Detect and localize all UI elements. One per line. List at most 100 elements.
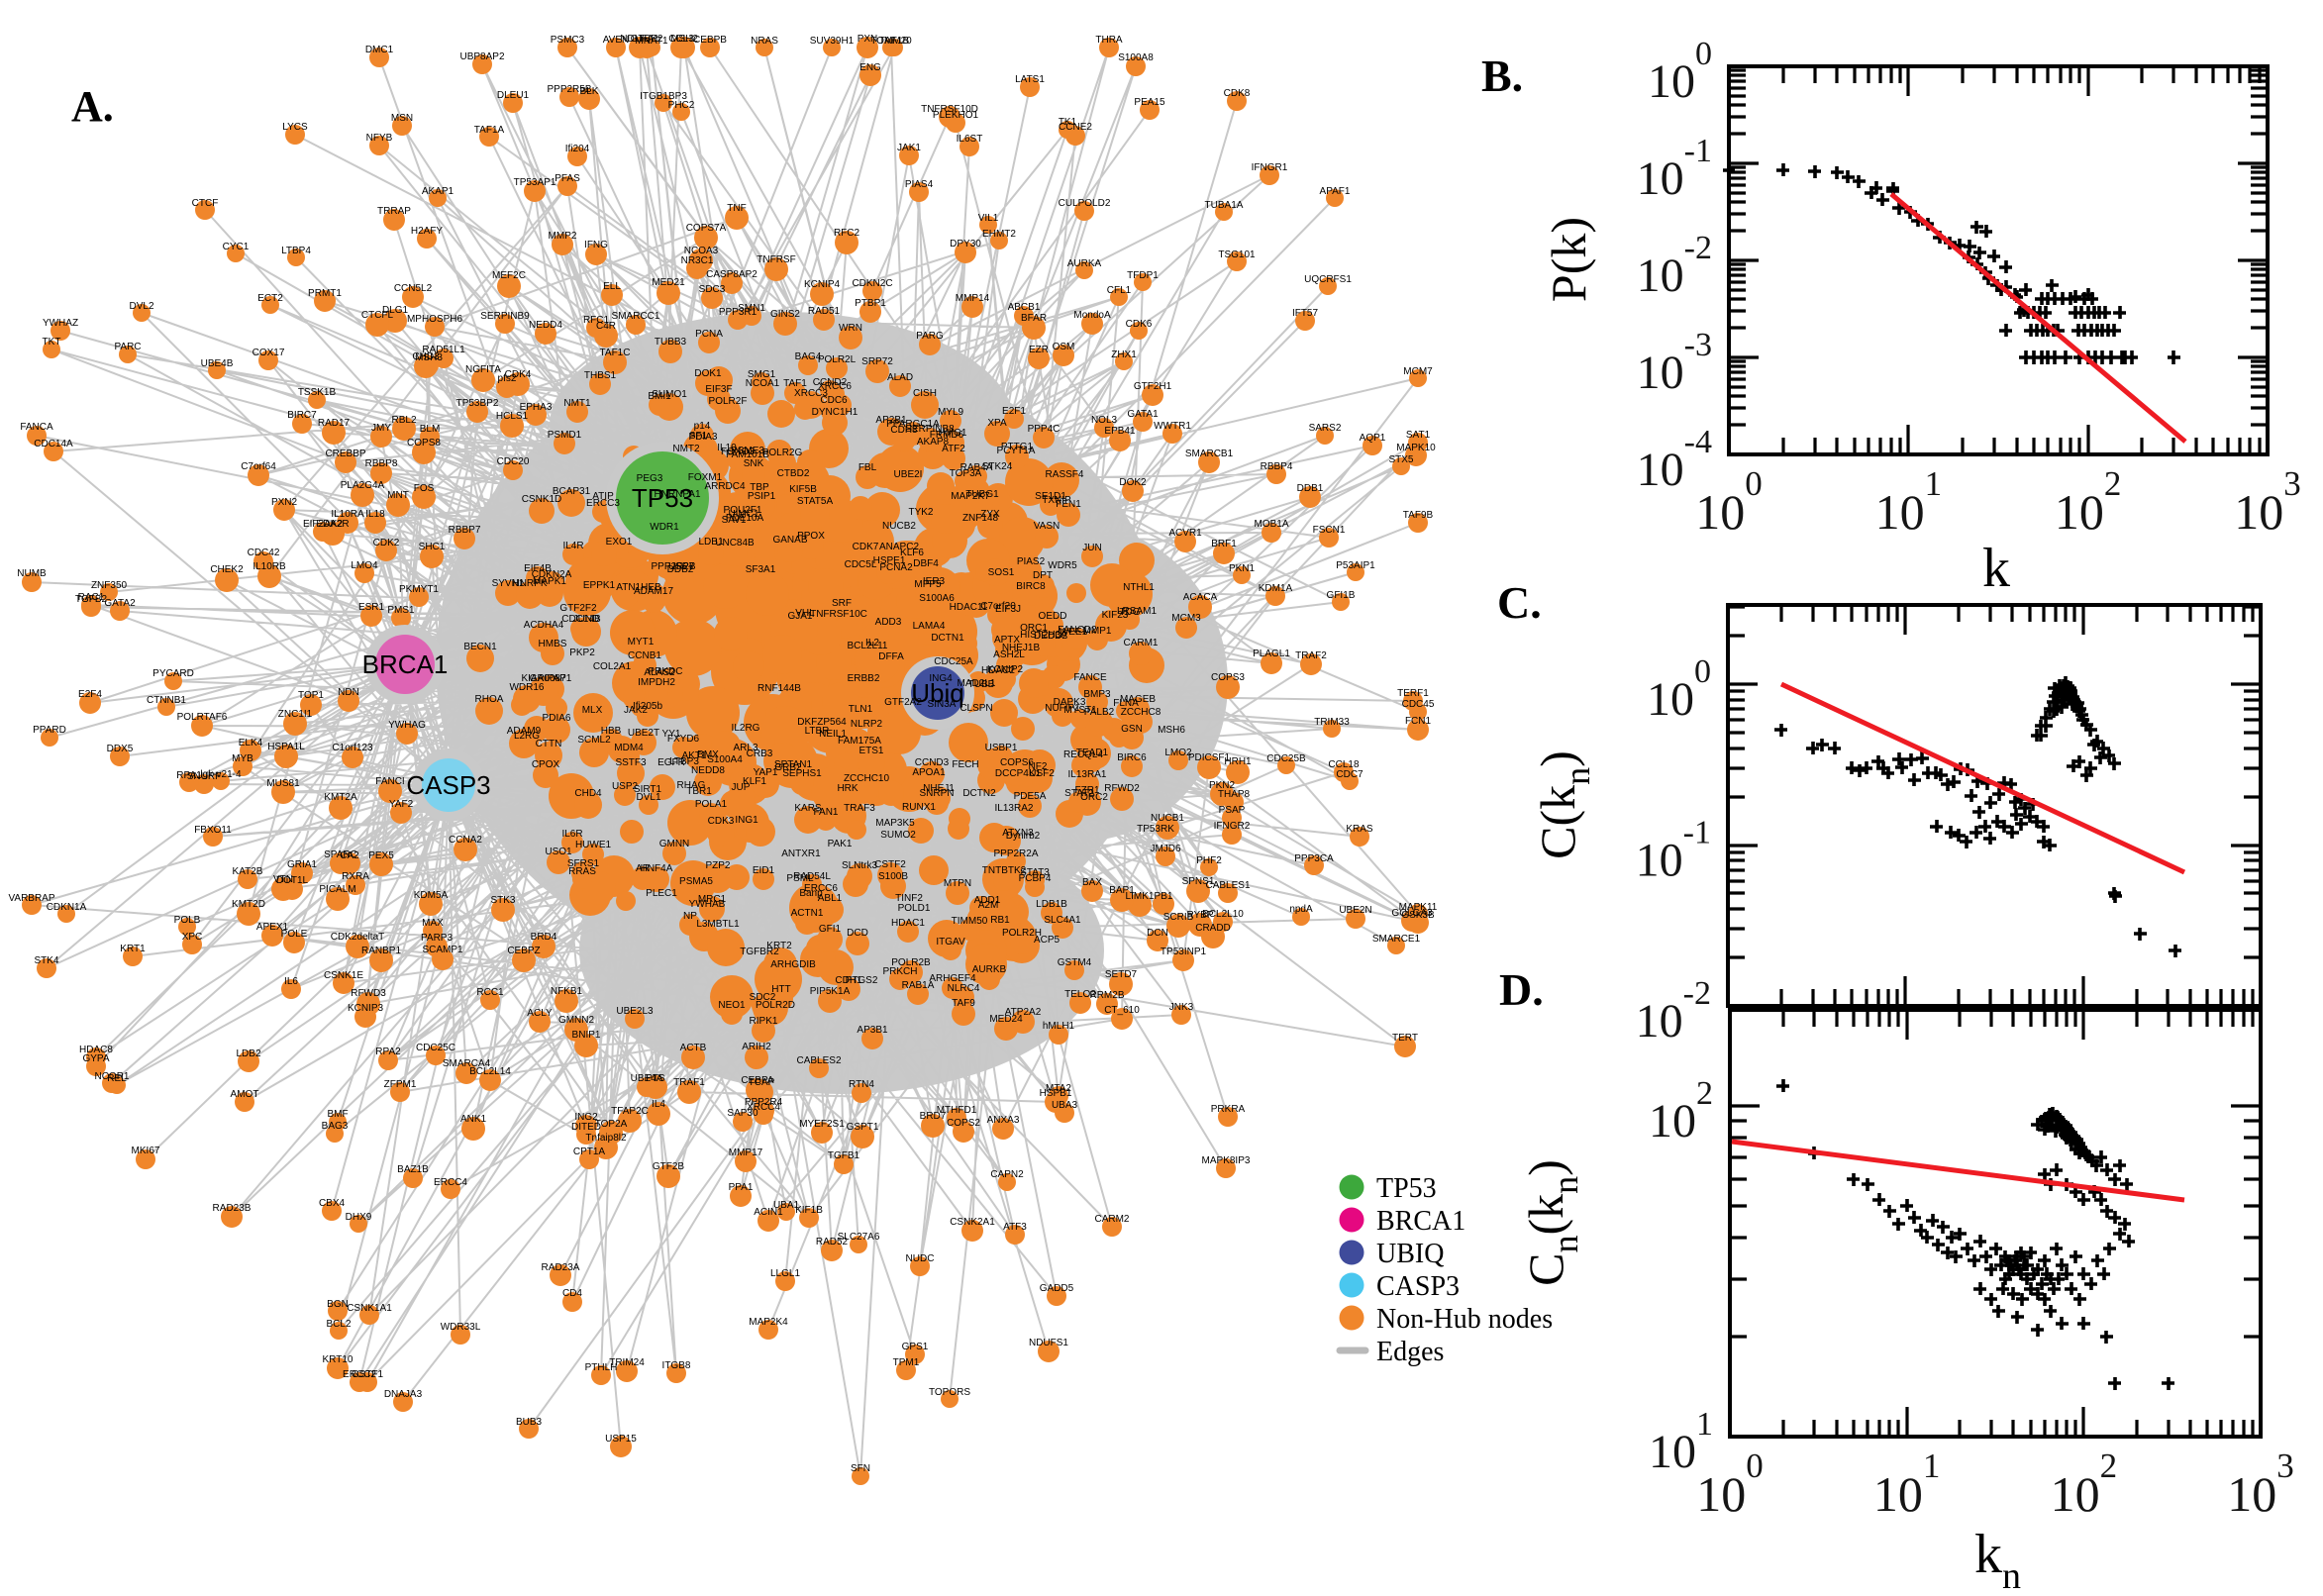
svg-text:XRCC3: XRCC3 (794, 388, 828, 399)
svg-text:DVL1: DVL1 (636, 792, 660, 803)
svg-text:HSPA1L: HSPA1L (267, 742, 305, 752)
svg-text:C.: C. (1497, 577, 1542, 628)
svg-text:TAF9: TAF9 (952, 998, 975, 1009)
svg-text:LTBR: LTBR (805, 726, 830, 737)
svg-text:RFC2: RFC2 (834, 228, 860, 239)
svg-text:IFNG: IFNG (584, 240, 608, 250)
svg-text:k: k (1982, 538, 2010, 599)
svg-text:EIF3F: EIF3F (705, 384, 732, 395)
svg-text:NUCB1: NUCB1 (1151, 813, 1184, 824)
svg-text:PRKCH: PRKCH (882, 966, 917, 977)
svg-text:PDIA3: PDIA3 (689, 432, 718, 443)
svg-text:MOB1A: MOB1A (1254, 519, 1288, 530)
svg-text:DFFA: DFFA (878, 651, 904, 662)
svg-text:IL2RG: IL2RG (732, 723, 760, 734)
svg-text:EGFR: EGFR (657, 757, 685, 768)
svg-text:CISH: CISH (913, 388, 937, 399)
svg-text:DLEU1: DLEU1 (497, 90, 530, 101)
svg-text:PSMC3: PSMC3 (551, 35, 585, 46)
svg-text:ACP5: ACP5 (1034, 935, 1060, 946)
svg-text:TRIM24: TRIM24 (609, 1357, 645, 1368)
svg-text:RFWD3: RFWD3 (351, 988, 386, 999)
svg-text:TOPORS: TOPORS (929, 1387, 970, 1398)
svg-text:ERCC6: ERCC6 (804, 883, 838, 894)
svg-text:NHEJ1: NHEJ1 (923, 783, 955, 794)
svg-text:KCNIP2: KCNIP2 (987, 664, 1024, 675)
svg-text:KIAA0087: KIAA0087 (521, 673, 565, 684)
svg-text:IL2: IL2 (865, 638, 879, 648)
svg-text:JAK2: JAK2 (624, 705, 648, 716)
svg-text:PDICSF1: PDICSF1 (1188, 752, 1231, 763)
svg-text:ACTN1: ACTN1 (791, 908, 824, 919)
svg-text:RECQL4: RECQL4 (1063, 749, 1103, 760)
svg-text:PZP2: PZP2 (705, 860, 730, 871)
svg-text:DMC1: DMC1 (365, 45, 394, 55)
svg-text:RAD23A: RAD23A (542, 1262, 580, 1273)
svg-text:H2AFY: H2AFY (411, 226, 444, 237)
svg-text:CARM1: CARM1 (1123, 638, 1158, 648)
svg-text:hMLH1: hMLH1 (1043, 1021, 1075, 1032)
svg-text:KRT10: KRT10 (323, 1354, 354, 1365)
svg-text:LAMA4: LAMA4 (913, 621, 946, 632)
svg-text:PIAS4: PIAS4 (905, 179, 934, 190)
svg-text:FEN1: FEN1 (1056, 499, 1081, 510)
svg-text:NMT2: NMT2 (672, 444, 700, 454)
svg-text:EPB41: EPB41 (1104, 426, 1136, 437)
svg-text:GRIA1: GRIA1 (287, 859, 317, 870)
svg-text:MMP14: MMP14 (956, 293, 990, 304)
svg-text:POLE: POLE (281, 929, 308, 940)
svg-text:SETD7: SETD7 (1105, 969, 1138, 980)
svg-text:TP53: TP53 (632, 483, 693, 513)
svg-text:DOK1: DOK1 (694, 368, 722, 379)
svg-text:LDB1B: LDB1B (1036, 899, 1067, 910)
svg-text:SARS2: SARS2 (1309, 423, 1342, 434)
svg-text:KIF23: KIF23 (1102, 610, 1129, 621)
svg-text:PHF2: PHF2 (1196, 855, 1222, 866)
svg-text:LMO2: LMO2 (1164, 748, 1192, 758)
svg-text:BLK: BLK (580, 86, 599, 97)
svg-text:JUND: JUND (573, 614, 600, 625)
svg-text:CYC1: CYC1 (223, 242, 250, 252)
svg-text:WRN: WRN (839, 323, 862, 334)
svg-text:KRT1: KRT1 (120, 944, 146, 954)
svg-text:ZFPM1: ZFPM1 (384, 1079, 417, 1090)
svg-text:CDK3: CDK3 (708, 816, 735, 827)
svg-text:TOP2A: TOP2A (595, 1119, 628, 1130)
svg-text:CCN5L2: CCN5L2 (394, 283, 433, 294)
svg-text:CSNK1E: CSNK1E (324, 970, 363, 981)
svg-text:C7orf64: C7orf64 (241, 461, 276, 472)
svg-text:ZNF350: ZNF350 (91, 580, 128, 591)
svg-text:ORC1: ORC1 (1020, 623, 1048, 634)
svg-text:BIRC6: BIRC6 (1117, 752, 1147, 763)
svg-text:SMN1: SMN1 (738, 303, 765, 314)
svg-text:FANCI: FANCI (375, 776, 404, 787)
svg-text:PPP2R4: PPP2R4 (745, 1097, 783, 1108)
svg-text:TRAF2: TRAF2 (1295, 650, 1327, 661)
svg-text:PFAS: PFAS (555, 173, 580, 184)
svg-text:KLF6: KLF6 (900, 548, 924, 558)
svg-text:SMARCC1: SMARCC1 (612, 311, 660, 322)
svg-text:SNK: SNK (744, 458, 764, 469)
svg-text:CABLES1: CABLES1 (1205, 880, 1250, 891)
svg-text:KIF1B: KIF1B (795, 1205, 823, 1216)
svg-text:TNFRSF10C: TNFRSF10C (810, 609, 867, 620)
svg-text:IFNGR2: IFNGR2 (1214, 821, 1251, 832)
svg-text:KMT2A: KMT2A (324, 792, 357, 803)
svg-text:GTBP2: GTBP2 (631, 34, 663, 45)
svg-text:Non-Hub nodes: Non-Hub nodes (1376, 1304, 1553, 1335)
svg-text:NUCB2: NUCB2 (882, 521, 916, 532)
svg-text:THRA: THRA (1095, 35, 1123, 46)
svg-text:MYL9: MYL9 (938, 407, 964, 418)
svg-text:TYK2: TYK2 (908, 507, 933, 518)
svg-text:FAN1: FAN1 (813, 807, 838, 818)
svg-text:TK1: TK1 (1059, 117, 1077, 128)
svg-text:TERF1: TERF1 (1397, 688, 1429, 699)
svg-text:S100A4: S100A4 (707, 754, 743, 765)
svg-text:ECT2: ECT2 (257, 293, 283, 304)
svg-text:NUFIP1: NUFIP1 (1045, 703, 1080, 714)
svg-text:PXN2: PXN2 (271, 497, 298, 508)
svg-text:CDH3: CDH3 (890, 425, 918, 436)
svg-text:TP53: TP53 (1376, 1173, 1437, 1204)
svg-text:PSAP: PSAP (1219, 805, 1246, 816)
svg-text:UBE4A: UBE4A (631, 1073, 663, 1084)
